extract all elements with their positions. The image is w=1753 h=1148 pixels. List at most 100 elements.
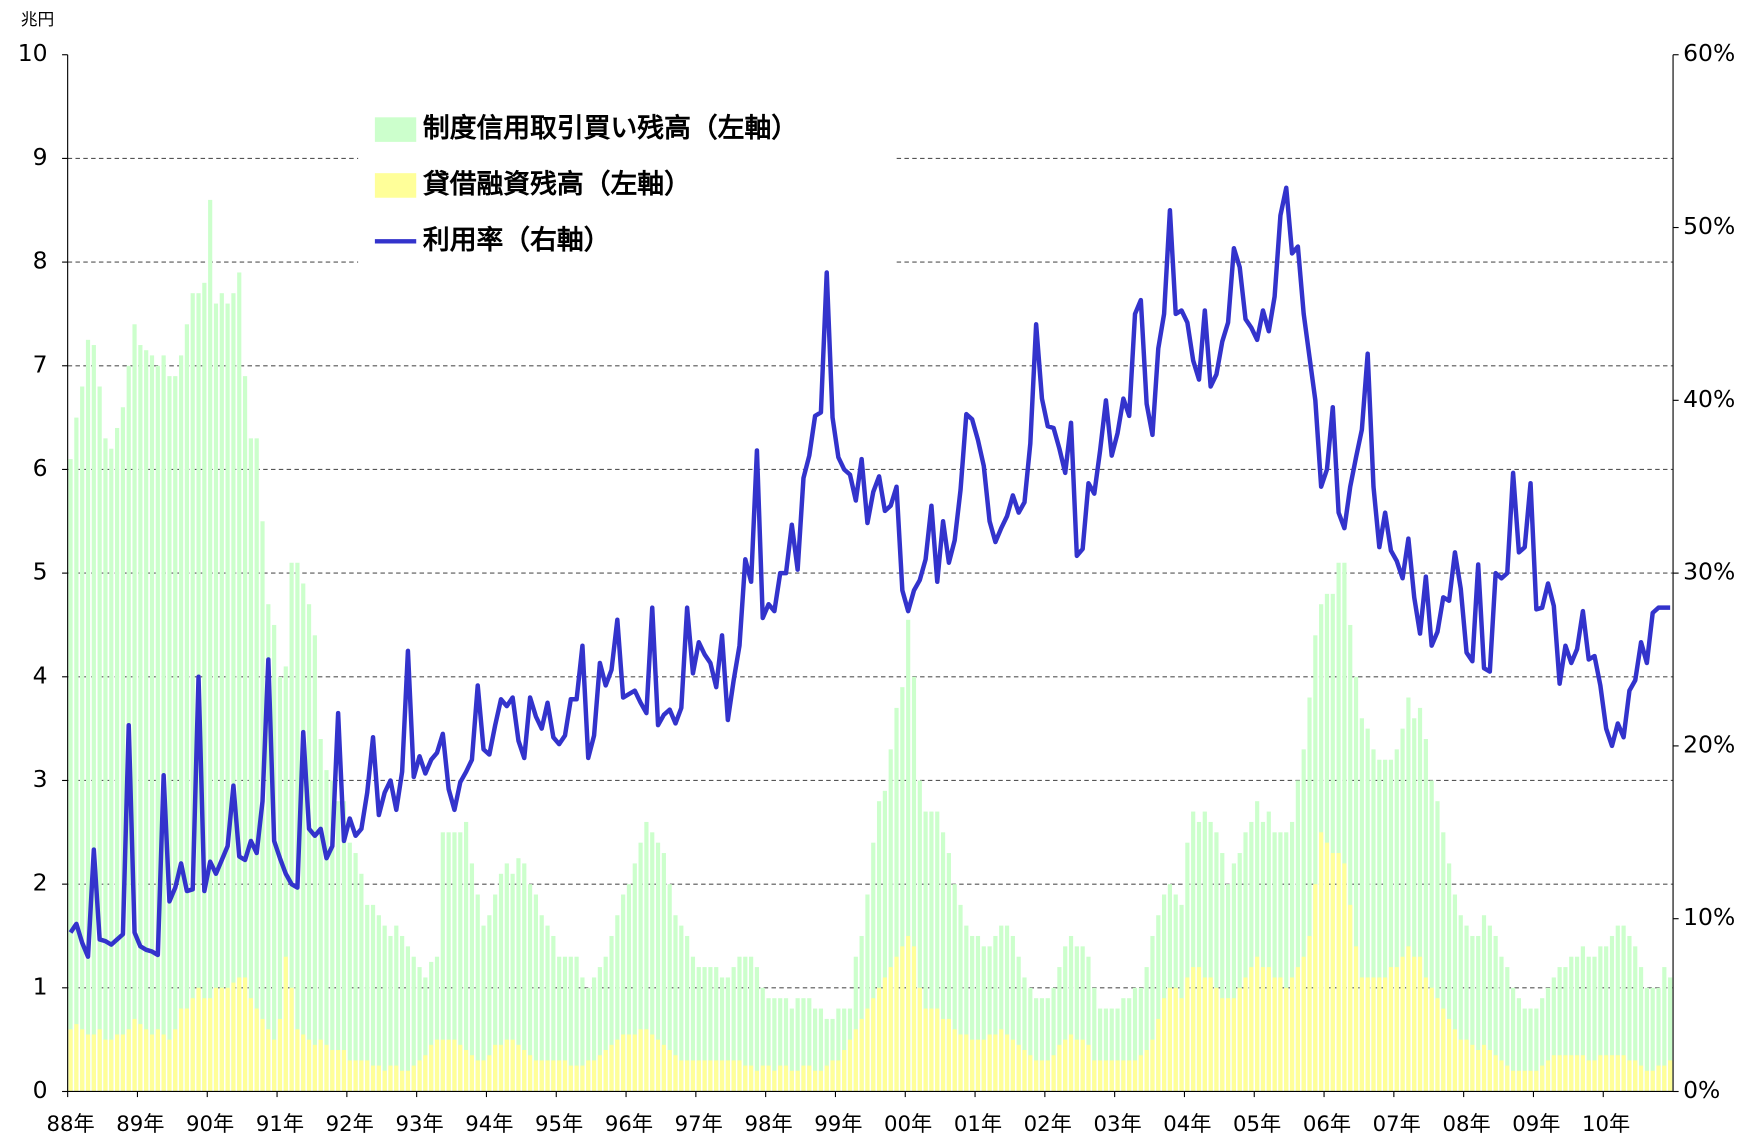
bar [400, 935, 405, 1092]
bar [638, 1029, 643, 1092]
bar [115, 1034, 120, 1092]
bar [1103, 1008, 1109, 1092]
bar [1464, 925, 1469, 1092]
bar [1441, 1008, 1446, 1092]
bar [1156, 915, 1161, 1092]
bar [475, 1060, 480, 1092]
bar [289, 562, 294, 1092]
bar [1336, 562, 1341, 1092]
bar [423, 977, 428, 1092]
bar [295, 1029, 300, 1092]
bar [1336, 853, 1341, 1092]
bar [1289, 977, 1295, 1092]
bar [1359, 977, 1364, 1092]
bar [1045, 998, 1050, 1092]
bar [1237, 987, 1242, 1092]
bar [91, 345, 96, 1092]
bar [1138, 1055, 1143, 1092]
bar [580, 1065, 585, 1092]
bar [1493, 935, 1498, 1092]
bar [190, 293, 195, 1092]
bar [824, 1018, 829, 1092]
bar [725, 977, 730, 1092]
bar [690, 1060, 696, 1092]
x-tick-label: 96年 [605, 1112, 653, 1137]
bar [1086, 956, 1091, 1092]
bar [615, 915, 620, 1092]
bar [1324, 842, 1330, 1092]
bar [1266, 811, 1271, 1092]
bar [225, 987, 230, 1092]
bar [1034, 1060, 1039, 1092]
bar [1074, 1039, 1079, 1092]
bar [1534, 1008, 1539, 1092]
bar [539, 1060, 544, 1092]
bar [1388, 759, 1394, 1092]
bar [167, 1039, 172, 1092]
bar [1092, 1060, 1097, 1092]
bar [68, 459, 73, 1092]
x-tick-label: 91年 [256, 1112, 304, 1137]
bar [603, 1050, 608, 1092]
bar [295, 562, 300, 1092]
bar [655, 1039, 661, 1092]
bar [882, 977, 887, 1092]
bar [1668, 977, 1673, 1092]
bar [807, 998, 812, 1092]
bar [527, 1055, 533, 1092]
bar [970, 1039, 975, 1092]
bar [760, 1065, 765, 1092]
bar [1377, 977, 1382, 1092]
bar [376, 915, 381, 1092]
bar [970, 935, 975, 1092]
bar [1406, 946, 1411, 1092]
bar [138, 345, 143, 1092]
bar [1598, 946, 1603, 1092]
bar [679, 1060, 684, 1092]
bar [679, 925, 684, 1092]
bar [1592, 1060, 1597, 1092]
bar [1138, 987, 1143, 1092]
bar [1185, 977, 1190, 1092]
bar [1249, 821, 1254, 1092]
bar [126, 1029, 131, 1092]
bar [1214, 832, 1219, 1092]
bar [865, 894, 870, 1092]
bar [894, 707, 899, 1092]
bar [80, 386, 85, 1092]
bar [1051, 987, 1056, 1092]
bar [493, 1044, 498, 1092]
bar [1388, 967, 1394, 1092]
bar [1127, 998, 1132, 1092]
bar [1016, 1044, 1021, 1092]
bar [1429, 987, 1434, 1092]
bar [510, 873, 515, 1092]
bar [382, 925, 387, 1092]
bar [231, 293, 236, 1092]
bar [1621, 925, 1626, 1092]
bar [1551, 977, 1556, 1092]
bar [1476, 1050, 1481, 1092]
bar [1185, 842, 1190, 1092]
bar [1545, 987, 1551, 1092]
bar [923, 811, 928, 1092]
bar [813, 1008, 818, 1092]
bar [318, 738, 323, 1092]
bar [1028, 987, 1033, 1092]
legend-background [358, 55, 897, 264]
bar [97, 1029, 102, 1092]
x-tick-label: 05年 [1233, 1112, 1281, 1137]
bar [475, 894, 480, 1092]
bar [1668, 1060, 1673, 1092]
bar [1511, 987, 1516, 1092]
bar [237, 272, 242, 1092]
bar [1627, 1060, 1632, 1092]
bar [417, 1060, 422, 1092]
y-tick-label: 2 [33, 869, 48, 897]
bar [1615, 925, 1620, 1092]
bar [737, 1060, 742, 1092]
bar [208, 998, 213, 1092]
bar [1557, 1055, 1562, 1092]
bar [1452, 1029, 1458, 1092]
